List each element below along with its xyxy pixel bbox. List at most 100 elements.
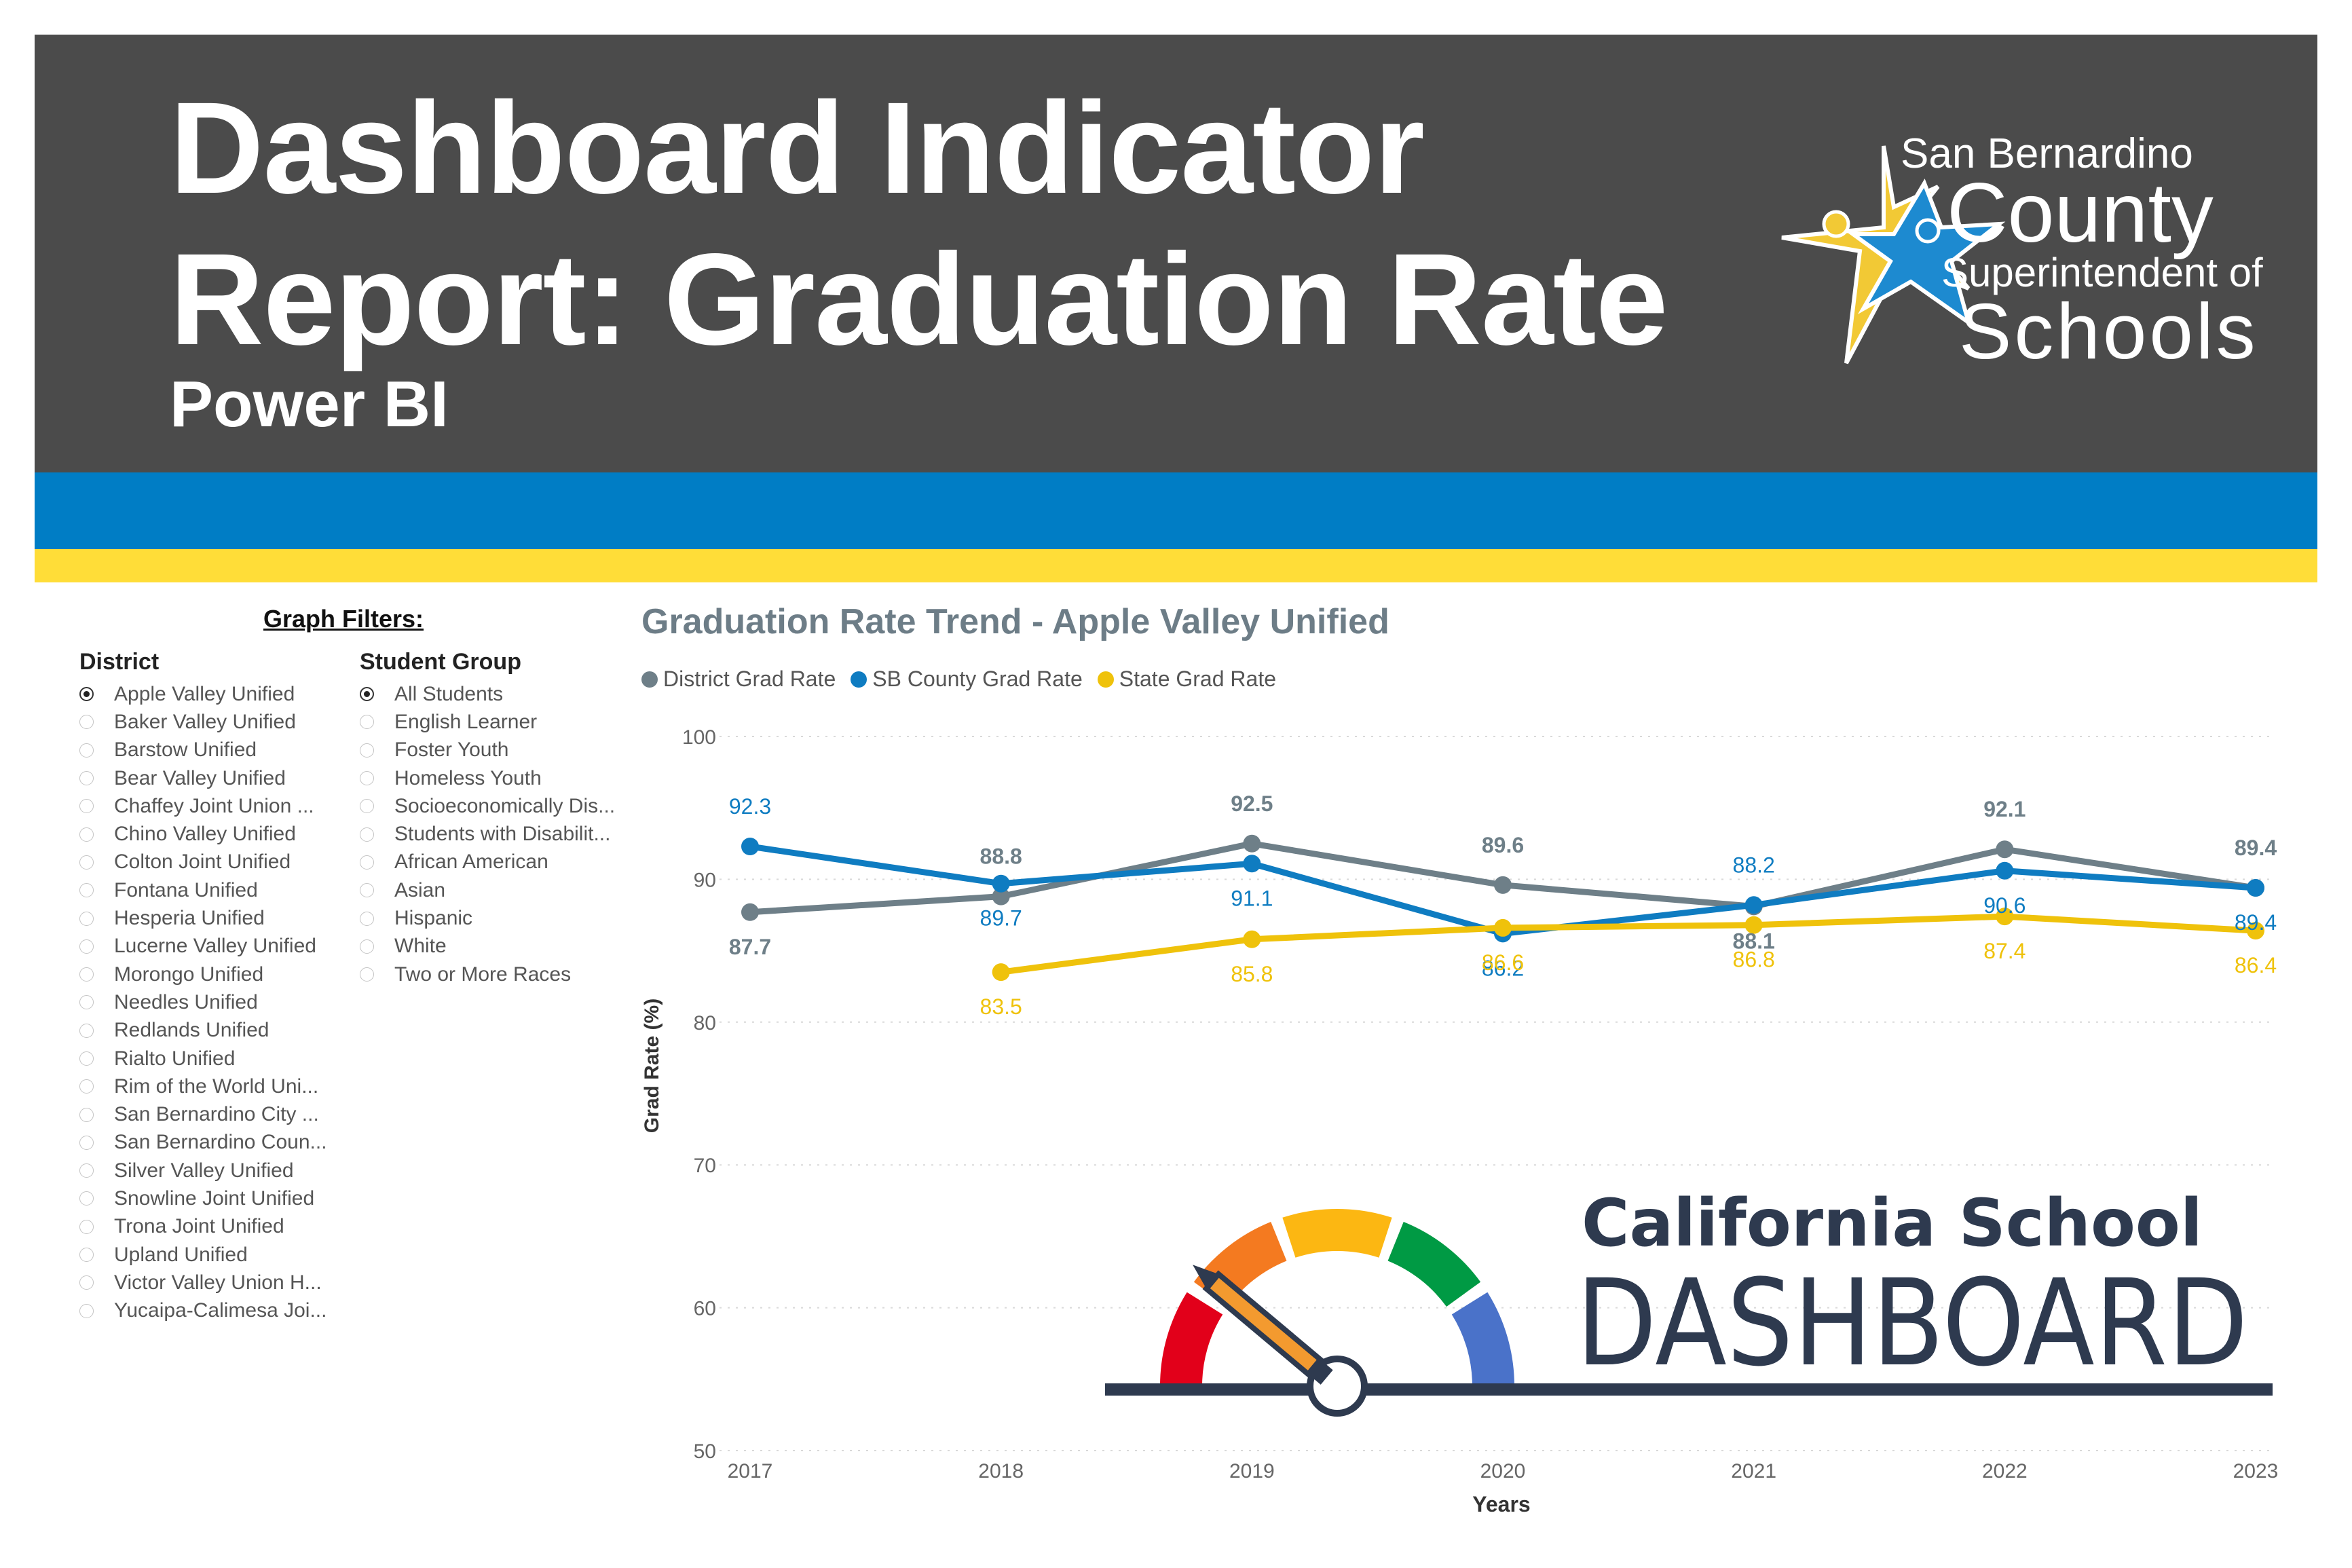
district-option[interactable]: Trona Joint Unified [79,1213,337,1241]
district-option[interactable]: Bear Valley Unified [79,764,337,792]
district-option[interactable]: Chaffey Joint Union ... [79,792,337,820]
report-title-line-1: Dashboard Indicator [170,75,1425,221]
radio-button[interactable] [360,771,374,786]
radio-button[interactable] [79,827,94,842]
radio-button[interactable] [79,743,94,758]
data-point [1996,840,2014,859]
radio-button[interactable] [360,715,374,730]
district-option[interactable]: Needles Unified [79,988,337,1016]
district-option[interactable]: Yucaipa-Calimesa Joi... [79,1297,337,1325]
legend-marker [851,671,867,688]
legend-item[interactable]: SB County Grad Rate [851,667,1083,692]
district-option[interactable]: Victor Valley Union H... [79,1269,337,1296]
district-option-label: Silver Valley Unified [114,1159,294,1182]
student-group-option[interactable]: English Learner [360,708,624,736]
district-option[interactable]: Hesperia Unified [79,904,337,932]
star-icon [1781,145,2006,365]
radio-button[interactable] [360,827,374,842]
radio-button[interactable] [360,939,374,954]
district-option[interactable]: Baker Valley Unified [79,708,337,736]
student-group-option[interactable]: Foster Youth [360,736,624,764]
district-option-label: Colton Joint Unified [114,851,291,874]
district-option-label: Chino Valley Unified [114,823,296,846]
student-group-option[interactable]: Two or More Races [360,960,624,988]
radio-button[interactable] [79,1135,94,1150]
radio-button[interactable] [79,1079,94,1094]
data-point [1494,876,1512,894]
data-label: 89.4 [2235,836,2277,860]
radio-button[interactable] [79,883,94,898]
district-option[interactable]: San Bernardino Coun... [79,1129,337,1157]
district-option[interactable]: Apple Valley Unified [79,680,337,708]
district-option-label: Victor Valley Union H... [114,1271,322,1294]
district-option[interactable]: Rialto Unified [79,1045,337,1072]
dashboard-baseline [1105,1383,2273,1396]
radio-button[interactable] [360,967,374,982]
student-group-option-label: White [394,935,447,958]
district-option[interactable]: Redlands Unified [79,1017,337,1045]
student-group-option[interactable]: Homeless Youth [360,764,624,792]
radio-button[interactable] [79,855,94,870]
radio-button[interactable] [79,911,94,926]
district-option-label: San Bernardino Coun... [114,1131,327,1154]
logo-text-county: County [1947,166,2214,260]
data-label: 87.7 [729,935,771,959]
radio-button[interactable] [79,995,94,1010]
district-option[interactable]: Snowline Joint Unified [79,1184,337,1212]
student-group-option[interactable]: All Students [360,680,624,708]
district-option-label: Bear Valley Unified [114,766,286,789]
student-group-option[interactable]: Asian [360,876,624,904]
district-option[interactable]: Morongo Unified [79,960,337,988]
radio-button[interactable] [79,1248,94,1263]
district-option[interactable]: Barstow Unified [79,736,337,764]
student-group-option[interactable]: Students with Disabilit... [360,820,624,848]
district-option[interactable]: Rim of the World Uni... [79,1072,337,1100]
dashboard-logo-line1: California School [1582,1185,2203,1261]
radio-button[interactable] [360,855,374,870]
district-option[interactable]: Silver Valley Unified [79,1157,337,1184]
radio-button[interactable] [360,799,374,814]
student-group-option-label: Socioeconomically Dis... [394,794,616,817]
data-point [741,903,759,921]
district-option[interactable]: Chino Valley Unified [79,820,337,848]
data-label: 88.1 [1733,929,1775,953]
radio-button[interactable] [79,799,94,814]
x-tick-label: 2019 [1229,1460,1275,1482]
radio-button[interactable] [79,1303,94,1318]
radio-button[interactable] [79,939,94,954]
radio-button[interactable] [79,715,94,730]
radio-button[interactable] [360,687,374,702]
radio-button[interactable] [360,883,374,898]
district-option[interactable]: San Bernardino City ... [79,1100,337,1128]
student-group-option-label: Two or More Races [394,963,572,986]
legend-item[interactable]: State Grad Rate [1097,667,1276,692]
radio-button[interactable] [79,1219,94,1234]
district-option[interactable]: Upland Unified [79,1241,337,1269]
district-option-label: Apple Valley Unified [114,682,295,705]
data-point [1996,861,2014,880]
district-option-label: Snowline Joint Unified [114,1187,315,1210]
radio-button[interactable] [79,967,94,982]
radio-button[interactable] [79,1107,94,1122]
radio-button[interactable] [79,1191,94,1206]
radio-button[interactable] [79,1023,94,1038]
district-option[interactable]: Fontana Unified [79,876,337,904]
student-group-option[interactable]: White [360,933,624,960]
radio-button[interactable] [360,911,374,926]
district-option[interactable]: Colton Joint Unified [79,848,337,876]
district-option[interactable]: Lucerne Valley Unified [79,933,337,960]
radio-button[interactable] [79,687,94,702]
student-group-option[interactable]: African American [360,848,624,876]
radio-button[interactable] [360,743,374,758]
data-label: 89.4 [2235,910,2277,935]
radio-button[interactable] [79,1275,94,1290]
radio-button[interactable] [79,771,94,786]
radio-button[interactable] [79,1163,94,1178]
data-point [1243,834,1261,853]
legend-item[interactable]: District Grad Rate [641,667,836,692]
radio-button[interactable] [79,1051,94,1066]
student-group-option[interactable]: Hispanic [360,904,624,932]
data-point [992,963,1010,982]
student-group-option[interactable]: Socioeconomically Dis... [360,792,624,820]
data-point [1243,930,1261,948]
